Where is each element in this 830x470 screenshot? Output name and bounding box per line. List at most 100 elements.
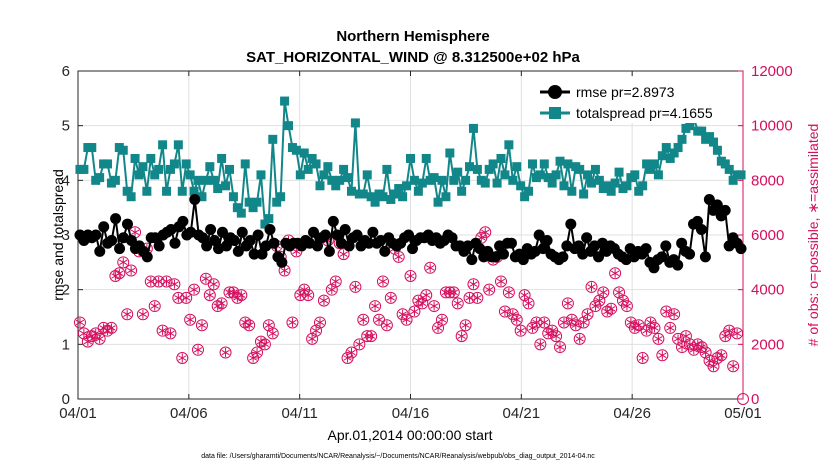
obs-possible-marker bbox=[554, 341, 567, 354]
totalspread-point bbox=[79, 164, 89, 174]
obs-assimilated-marker bbox=[469, 279, 478, 289]
obs-assimilated-marker bbox=[512, 315, 521, 325]
legend: rmse pr=2.8973 totalspread pr=4.1655 bbox=[535, 77, 735, 123]
x-tick-label: 05/01 bbox=[724, 405, 762, 422]
totalspread-point bbox=[622, 181, 632, 191]
totalspread-point bbox=[535, 170, 545, 180]
obs-possible-marker bbox=[707, 360, 720, 373]
totalspread-point bbox=[575, 164, 585, 174]
obs-assimilated-marker bbox=[540, 317, 549, 327]
obs-assimilated-marker bbox=[717, 350, 726, 360]
obs-assimilated-marker bbox=[367, 331, 376, 341]
obs-assimilated-marker bbox=[449, 287, 458, 297]
obs-possible-marker bbox=[380, 319, 393, 332]
obs-assimilated-marker bbox=[638, 353, 647, 363]
rmse-point bbox=[557, 251, 569, 263]
obs-possible-marker bbox=[262, 319, 275, 332]
obs-assimilated-marker bbox=[351, 282, 360, 292]
totalspread-point bbox=[606, 186, 616, 196]
obs-possible-marker bbox=[306, 332, 319, 345]
x-tick-label: 04/06 bbox=[170, 405, 208, 422]
totalspread-point bbox=[315, 181, 325, 191]
y-axis-right: 0 2000 4000 6000 8000 10000 12000 bbox=[738, 63, 793, 408]
totalspread-point bbox=[169, 159, 179, 169]
rmse-point bbox=[446, 232, 458, 244]
totalspread-point bbox=[158, 140, 168, 150]
obs-assimilated-marker bbox=[248, 353, 258, 363]
obs-assimilated-marker bbox=[119, 257, 128, 267]
rmse-point bbox=[406, 243, 418, 255]
obs-assimilated-marker bbox=[378, 276, 388, 286]
rmse-point bbox=[94, 245, 106, 257]
rmse-point bbox=[593, 251, 605, 263]
obs-assimilated-marker bbox=[536, 339, 545, 349]
y2-tick-label: 10000 bbox=[751, 118, 793, 135]
obs-assimilated-marker bbox=[126, 266, 136, 276]
totalspread-point bbox=[724, 164, 734, 174]
obs-assimilated-marker bbox=[252, 348, 262, 358]
obs-assimilated-marker bbox=[591, 301, 600, 311]
obs-assimilated-marker bbox=[201, 274, 211, 284]
obs-possible-marker bbox=[361, 330, 374, 343]
obs-assimilated-marker bbox=[607, 304, 616, 314]
obs-possible-marker bbox=[737, 393, 749, 405]
obs-assimilated-marker bbox=[555, 342, 565, 352]
totalspread-point bbox=[520, 192, 530, 202]
x-axis-label: Apr.01,2014 00:00:00 start bbox=[327, 427, 492, 443]
x-tick-label: 04/16 bbox=[392, 405, 430, 422]
rmse-point bbox=[339, 224, 351, 236]
obs-possible-marker bbox=[353, 338, 366, 351]
obs-possible-marker bbox=[522, 297, 535, 310]
obs-assimilated-marker bbox=[75, 317, 85, 327]
totalspread-point bbox=[358, 189, 368, 199]
totalspread-point bbox=[130, 153, 140, 163]
obs-assimilated-marker bbox=[418, 298, 427, 308]
rmse-point bbox=[98, 221, 110, 233]
rmse-point bbox=[323, 245, 335, 257]
obs-possible-marker bbox=[337, 248, 350, 261]
rmse-point bbox=[106, 234, 118, 246]
obs-possible-marker bbox=[577, 316, 590, 329]
totalspread-point bbox=[524, 186, 534, 196]
obs-possible-marker bbox=[581, 308, 594, 321]
totalspread-point bbox=[583, 170, 593, 180]
obs-possible-marker bbox=[518, 289, 531, 302]
rmse-point bbox=[205, 224, 217, 236]
obs-possible-marker bbox=[97, 321, 110, 334]
obs-assimilated-marker bbox=[622, 301, 632, 311]
obs-possible-marker bbox=[550, 330, 563, 343]
obs-assimilated-marker bbox=[587, 282, 596, 292]
totalspread-point bbox=[736, 170, 746, 180]
obs-assimilated-marker bbox=[327, 285, 336, 295]
obs-possible-marker bbox=[652, 332, 665, 345]
obs-possible-marker bbox=[727, 360, 740, 373]
totalspread-point bbox=[657, 151, 667, 161]
totalspread-point bbox=[126, 192, 136, 202]
totalspread-point bbox=[189, 186, 199, 196]
obs-possible-marker bbox=[601, 305, 614, 318]
rmse-point bbox=[141, 251, 153, 263]
totalspread-point bbox=[228, 192, 238, 202]
obs-assimilated-marker bbox=[225, 287, 234, 297]
rmse-point bbox=[268, 237, 280, 249]
obs-possible-marker bbox=[636, 352, 649, 364]
obs-possible-marker bbox=[329, 275, 342, 288]
obs-assimilated-marker bbox=[237, 290, 246, 300]
rmse-point bbox=[703, 193, 715, 205]
totalspread-point bbox=[87, 143, 97, 153]
totalspread-point bbox=[669, 148, 679, 158]
totalspread-point bbox=[685, 121, 695, 131]
obs-possible-marker bbox=[85, 330, 98, 343]
totalspread-point bbox=[516, 181, 526, 191]
obs-assimilated-marker bbox=[107, 323, 116, 333]
y2-tick-label: 8000 bbox=[751, 172, 784, 189]
totalspread-point bbox=[181, 159, 191, 169]
obs-assimilated-marker bbox=[264, 320, 273, 330]
rmse-point bbox=[676, 237, 688, 249]
obs-possible-marker bbox=[180, 291, 193, 304]
obs-assimilated-marker bbox=[528, 323, 537, 333]
obs-possible-marker bbox=[148, 300, 161, 313]
rmse-point bbox=[691, 215, 703, 227]
totalspread-point bbox=[236, 208, 246, 218]
totalspread-point bbox=[590, 164, 600, 174]
